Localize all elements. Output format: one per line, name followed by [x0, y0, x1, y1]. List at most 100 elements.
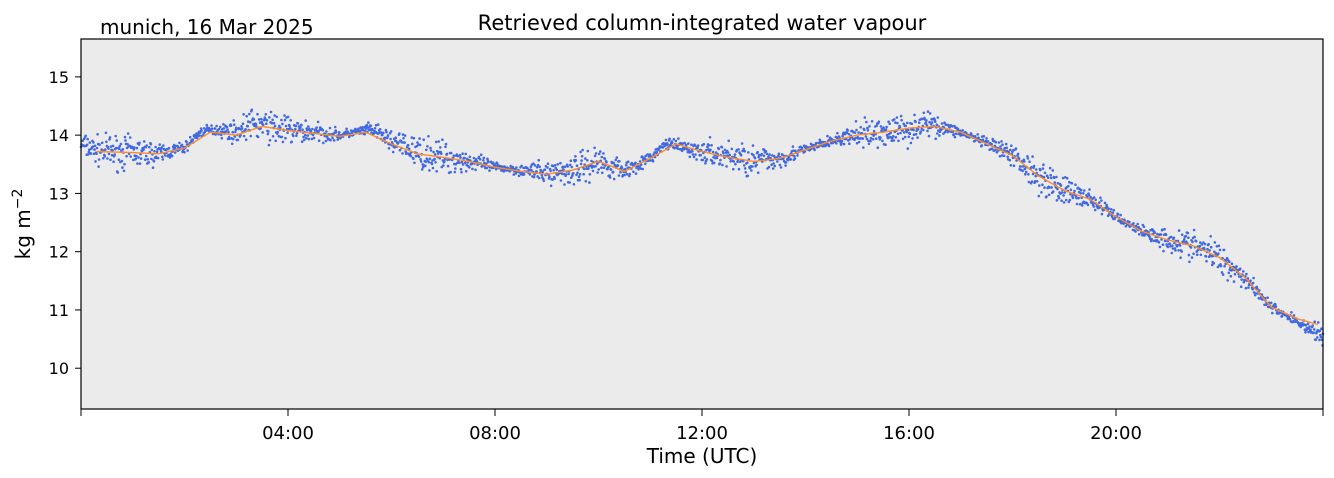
scatter-point — [593, 154, 597, 158]
scatter-point — [693, 144, 697, 147]
scatter-point — [1203, 242, 1207, 246]
scatter-point — [1249, 279, 1252, 283]
scatter-point — [773, 164, 776, 168]
scatter-point — [634, 161, 637, 165]
scatter-point — [1144, 233, 1147, 236]
scatter-point — [96, 133, 99, 136]
scatter-point — [1156, 232, 1159, 236]
scatter-point — [1142, 225, 1146, 228]
scatter-point — [841, 134, 844, 138]
scatter-point — [446, 164, 450, 168]
scatter-point — [638, 160, 642, 163]
scatter-point — [777, 152, 781, 155]
scatter-point — [1266, 296, 1269, 300]
scatter-point — [561, 165, 565, 169]
scatter-point — [257, 118, 261, 121]
scatter-point — [139, 157, 143, 160]
scatter-point — [1188, 260, 1191, 264]
scatter-point — [1003, 146, 1006, 150]
scatter-point — [234, 130, 237, 134]
scatter-point — [104, 148, 107, 151]
scatter-point — [1189, 246, 1193, 249]
scatter-point — [1306, 322, 1310, 326]
scatter-point — [922, 128, 925, 132]
scatter-point — [333, 125, 337, 129]
scatter-point — [328, 126, 332, 130]
scatter-point — [575, 164, 579, 167]
scatter-point — [1227, 271, 1231, 275]
scatter-point — [973, 139, 976, 143]
scatter-point — [432, 150, 435, 154]
scatter-point — [529, 165, 533, 168]
scatter-point — [695, 158, 698, 161]
scatter-point — [1199, 241, 1202, 244]
scatter-point — [267, 130, 270, 133]
scatter-point — [143, 158, 147, 161]
scatter-point — [947, 130, 950, 133]
scatter-point — [732, 160, 736, 163]
scatter-point — [1166, 245, 1170, 249]
scatter-point — [1062, 201, 1066, 204]
scatter-point — [1252, 276, 1255, 280]
scatter-point — [225, 125, 229, 129]
scatter-point — [1313, 320, 1316, 324]
scatter-point — [639, 163, 643, 166]
scatter-point — [1060, 191, 1064, 194]
scatter-point — [542, 179, 546, 183]
scatter-point — [1170, 251, 1174, 255]
scatter-point — [134, 157, 138, 160]
scatter-point — [1069, 192, 1072, 196]
scatter-point — [128, 144, 131, 148]
scatter-point — [1068, 180, 1071, 184]
scatter-point — [381, 133, 384, 137]
scatter-point — [220, 136, 224, 140]
scatter-point — [734, 162, 737, 166]
scatter-point — [536, 163, 540, 167]
scatter-point — [680, 149, 684, 153]
scatter-point — [1198, 244, 1202, 248]
scatter-point — [609, 168, 613, 171]
scatter-point — [1041, 183, 1044, 186]
scatter-point — [1063, 191, 1066, 194]
scatter-point — [951, 130, 955, 134]
scatter-point — [286, 131, 289, 134]
scatter-point — [990, 147, 994, 151]
scatter-point — [445, 152, 449, 156]
scatter-point — [148, 145, 151, 149]
scatter-point — [233, 135, 237, 138]
scatter-point — [273, 114, 276, 117]
scatter-point — [739, 154, 743, 157]
scatter-point — [872, 129, 876, 133]
scatter-point — [168, 156, 172, 159]
scatter-point — [563, 165, 567, 168]
scatter-point — [588, 181, 591, 184]
scatter-point — [1012, 164, 1016, 167]
scatter-point — [403, 134, 407, 137]
scatter-point — [582, 167, 586, 171]
scatter-point — [303, 133, 307, 137]
scatter-point — [277, 134, 281, 138]
scatter-point — [411, 142, 414, 146]
scatter-point — [709, 148, 712, 152]
scatter-point — [871, 137, 875, 141]
scatter-point — [1023, 167, 1027, 171]
scatter-point — [586, 159, 589, 162]
scatter-point — [1213, 241, 1217, 244]
scatter-point — [1258, 289, 1261, 292]
scatter-point — [998, 155, 1002, 158]
scatter-point — [114, 134, 117, 138]
scatter-point — [899, 114, 903, 118]
scatter-point — [246, 125, 249, 128]
scatter-point — [590, 159, 593, 163]
scatter-point — [97, 165, 100, 168]
scatter-point — [326, 136, 329, 139]
scatter-point — [897, 139, 900, 143]
scatter-point — [747, 151, 750, 154]
scatter-point — [1049, 173, 1052, 177]
scatter-point — [1010, 144, 1013, 147]
scatter-point — [840, 139, 844, 143]
scatter-point — [98, 143, 101, 146]
scatter-point — [1093, 208, 1097, 212]
scatter-point — [746, 174, 750, 178]
scatter-point — [259, 117, 263, 121]
